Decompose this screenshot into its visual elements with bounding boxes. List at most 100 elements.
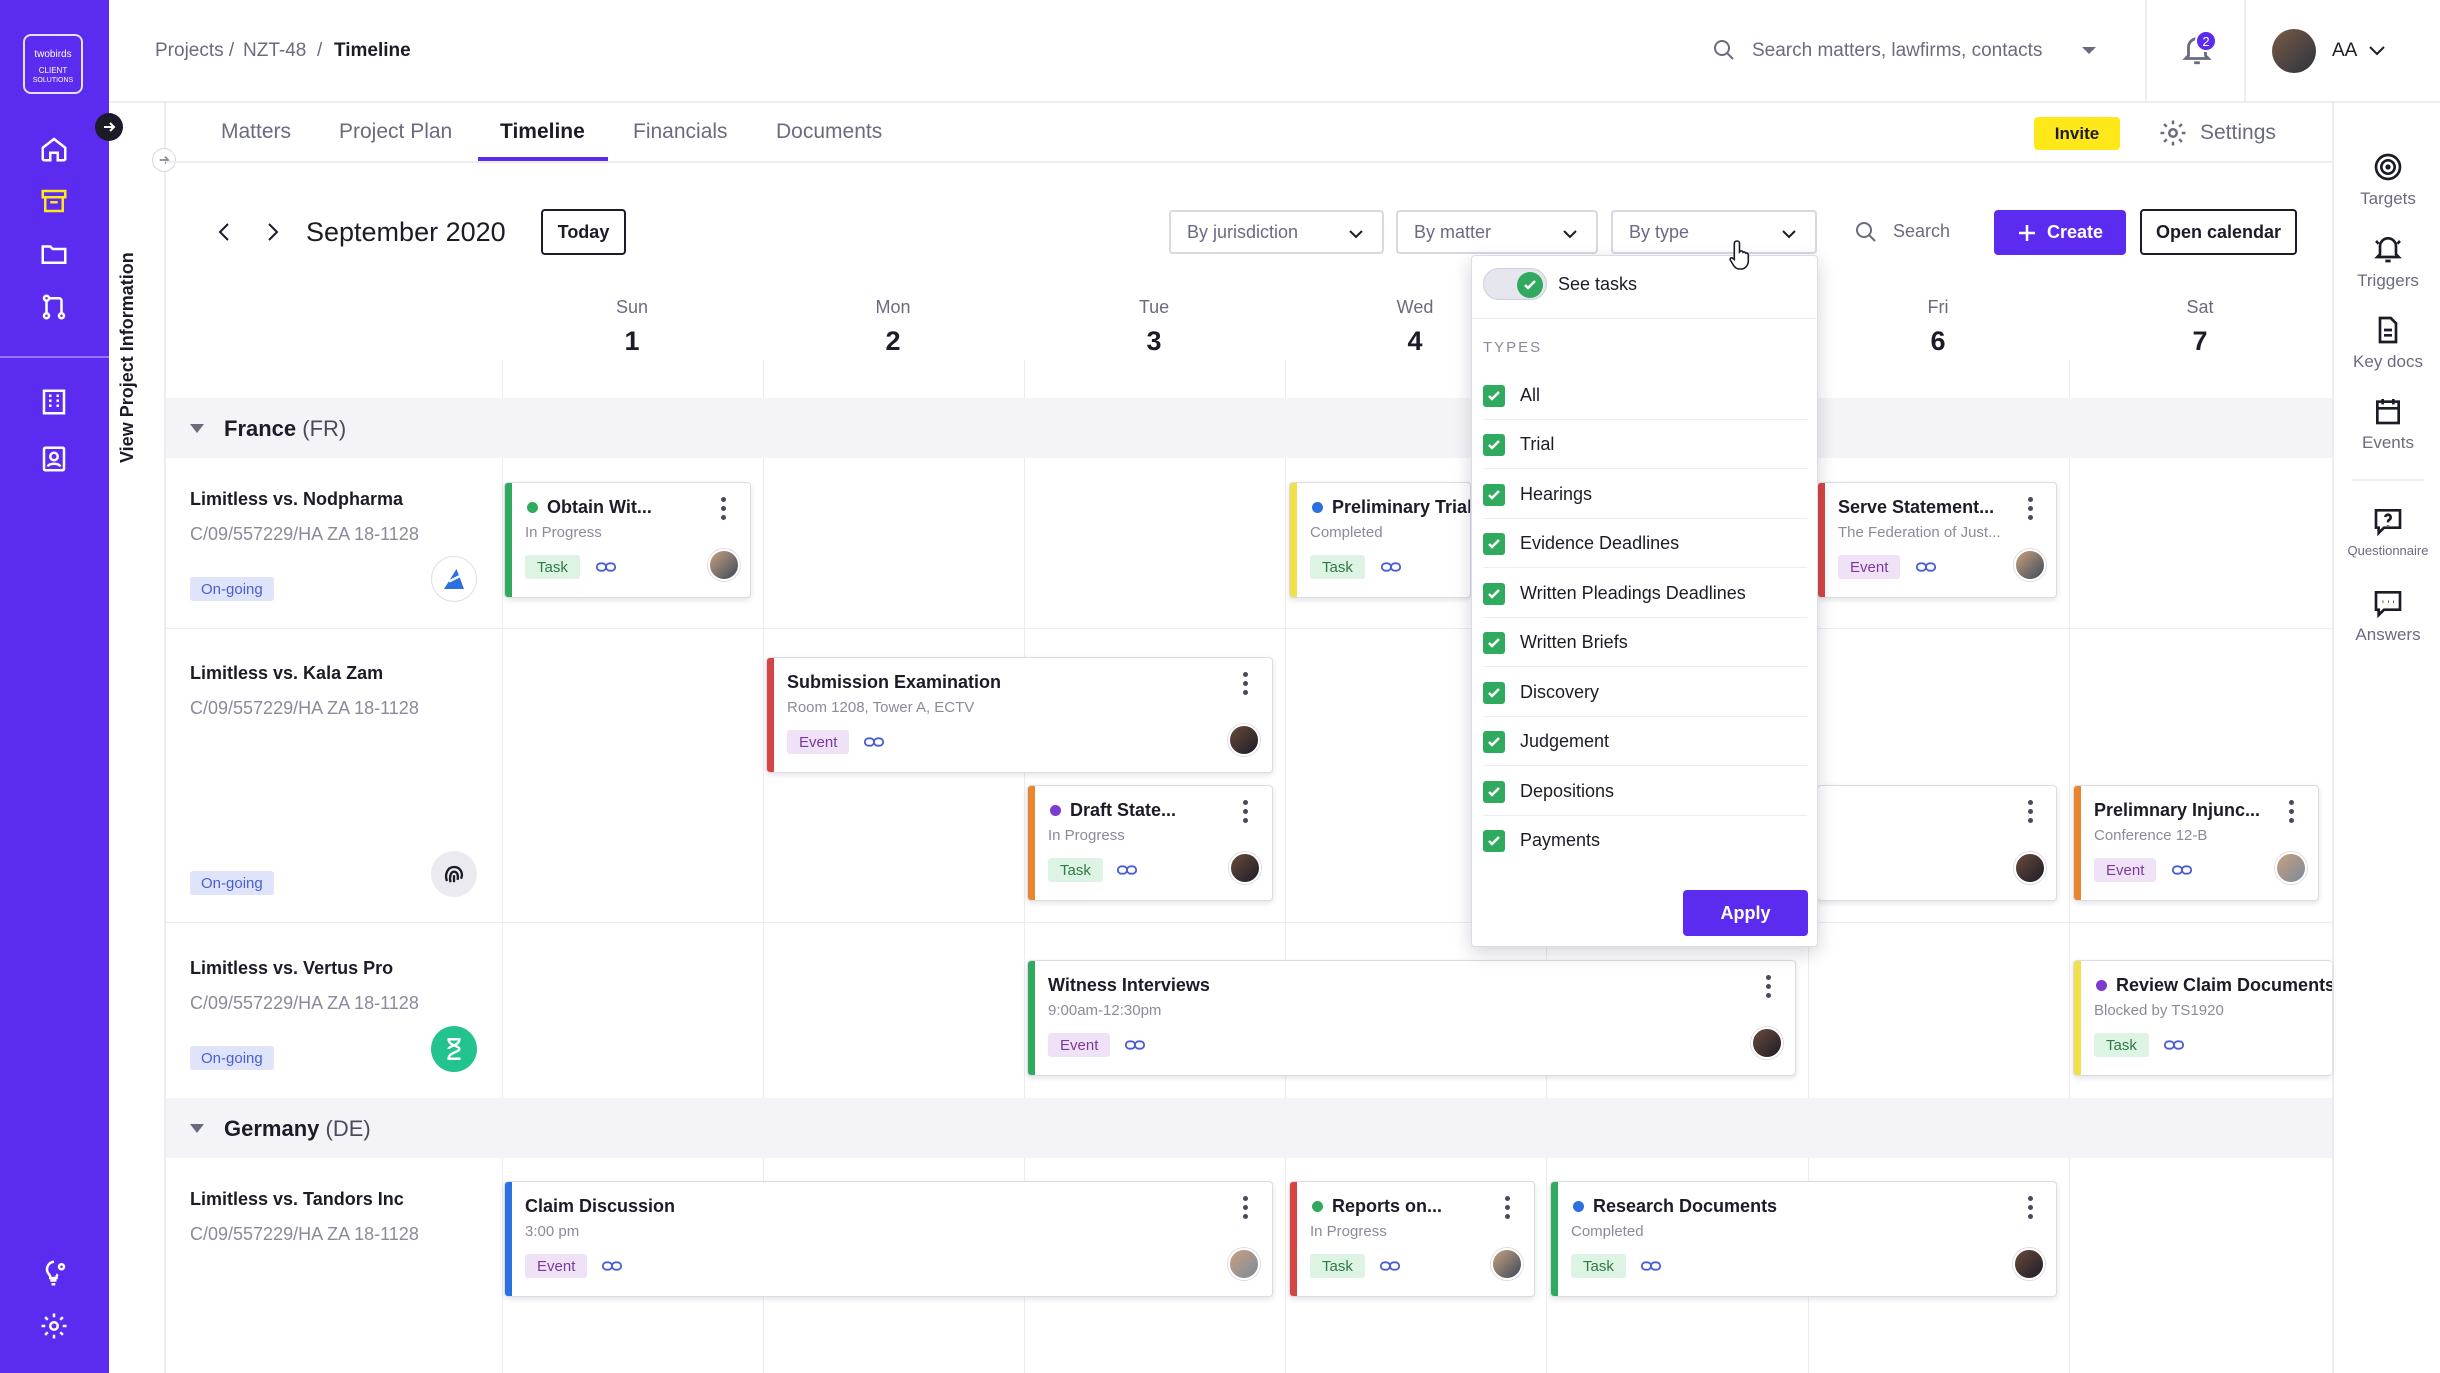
see-tasks-toggle[interactable] <box>1483 268 1547 300</box>
tab-documents[interactable]: Documents <box>776 120 883 143</box>
event-card[interactable]: Serve Statement... The Federation of Jus… <box>1817 482 2057 598</box>
more-icon[interactable] <box>2027 800 2033 826</box>
more-icon[interactable] <box>1242 672 1248 698</box>
task-card[interactable]: Research Documents Completed Task <box>1550 1181 2057 1297</box>
more-icon[interactable] <box>1765 975 1771 1001</box>
apply-button[interactable]: Apply <box>1683 890 1808 936</box>
type-option[interactable]: All <box>1483 371 1807 420</box>
group-row-germany[interactable]: Germany (DE) <box>166 1098 2332 1158</box>
tab-project-plan[interactable]: Project Plan <box>339 120 453 143</box>
checkbox-checked-icon[interactable] <box>1483 731 1505 753</box>
global-search-input[interactable]: Search matters, lawfirms, contacts <box>1752 40 2043 61</box>
rail-answers[interactable]: Answers <box>2334 587 2440 645</box>
open-calendar-button[interactable]: Open calendar <box>2140 209 2297 255</box>
next-month-icon[interactable] <box>262 220 282 249</box>
group-row-france[interactable]: France (FR) <box>166 398 2332 458</box>
tab-matters[interactable]: Matters <box>221 120 292 143</box>
rail-events[interactable]: Events <box>2334 395 2440 453</box>
collapse-triangle-icon[interactable] <box>190 1124 204 1133</box>
gear-icon[interactable] <box>36 1308 72 1344</box>
matter-item[interactable]: Limitless vs. Tandors Inc C/09/557229/HA… <box>190 1189 419 1245</box>
event-card[interactable]: Claim Discussion 3:00 pm Event <box>504 1181 1273 1297</box>
more-icon[interactable] <box>1504 1196 1510 1222</box>
invite-button[interactable]: Invite <box>2034 117 2120 150</box>
settings-button[interactable]: Settings <box>2158 118 2276 148</box>
task-card[interactable] <box>1817 785 2057 901</box>
folder-icon[interactable] <box>36 236 72 272</box>
archive-icon[interactable] <box>36 183 72 219</box>
avatar[interactable] <box>2013 1248 2045 1280</box>
day-number[interactable]: 6 <box>1930 326 1946 356</box>
create-button[interactable]: Create <box>1994 210 2126 255</box>
link-icon[interactable] <box>1124 1035 1146 1055</box>
chevron-down-icon[interactable] <box>2368 44 2386 62</box>
calendar-search-input[interactable]: Search <box>1893 221 1951 241</box>
more-icon[interactable] <box>1242 800 1248 826</box>
filter-matter[interactable]: By matter <box>1396 210 1598 254</box>
link-icon[interactable] <box>595 557 617 577</box>
link-icon[interactable] <box>601 1256 623 1276</box>
event-card[interactable]: Witness Interviews 9:00am-12:30pm Event <box>1027 960 1796 1076</box>
day-number[interactable]: 4 <box>1407 326 1423 356</box>
rail-questionnaire[interactable]: Questionnaire <box>2334 505 2440 558</box>
link-icon[interactable] <box>1640 1256 1662 1276</box>
today-button[interactable]: Today <box>541 209 626 255</box>
checkbox-checked-icon[interactable] <box>1483 385 1505 407</box>
expand-arrow-icon[interactable] <box>152 148 176 172</box>
user-initials[interactable]: AA <box>2332 40 2358 61</box>
type-option[interactable]: Judgement <box>1483 717 1807 766</box>
more-icon[interactable] <box>2027 1196 2033 1222</box>
avatar[interactable] <box>1229 852 1261 884</box>
workflow-icon[interactable] <box>36 289 72 325</box>
prev-month-icon[interactable] <box>215 220 235 249</box>
task-card[interactable]: Reports on... In Progress Task <box>1289 1181 1535 1297</box>
matter-item[interactable]: Limitless vs. Kala Zam C/09/557229/HA ZA… <box>190 663 419 719</box>
checkbox-checked-icon[interactable] <box>1483 583 1505 605</box>
filter-jurisdiction[interactable]: By jurisdiction <box>1169 210 1384 254</box>
rail-triggers[interactable]: Triggers <box>2334 233 2440 291</box>
rail-targets[interactable]: Targets <box>2334 151 2440 209</box>
day-number[interactable]: 2 <box>885 326 901 356</box>
type-option[interactable]: Hearings <box>1483 470 1807 519</box>
more-icon[interactable] <box>1242 1196 1248 1222</box>
more-icon[interactable] <box>720 497 726 523</box>
rail-key-docs[interactable]: Key docs <box>2334 314 2440 372</box>
home-icon[interactable] <box>36 131 72 167</box>
avatar[interactable] <box>1228 724 1260 756</box>
link-icon[interactable] <box>863 732 885 752</box>
building-icon[interactable] <box>36 384 72 420</box>
checkbox-checked-icon[interactable] <box>1483 484 1505 506</box>
checkbox-checked-icon[interactable] <box>1483 781 1505 803</box>
checkbox-checked-icon[interactable] <box>1483 682 1505 704</box>
collapse-arrow-icon[interactable] <box>95 113 123 141</box>
avatar[interactable] <box>2275 852 2307 884</box>
checkbox-checked-icon[interactable] <box>1483 830 1505 852</box>
tab-timeline[interactable]: Timeline <box>500 120 585 143</box>
link-icon[interactable] <box>2163 1035 2185 1055</box>
more-icon[interactable] <box>2027 497 2033 523</box>
avatar[interactable] <box>2014 852 2046 884</box>
link-icon[interactable] <box>1915 557 1937 577</box>
type-option[interactable]: Trial <box>1483 420 1807 469</box>
type-option[interactable]: Depositions <box>1483 767 1807 816</box>
link-icon[interactable] <box>1116 860 1138 880</box>
app-logo[interactable]: twobirds CLIENT SOLUTIONS <box>23 34 83 94</box>
task-card[interactable]: Review Claim Documents Blocked by TS1920… <box>2073 960 2332 1076</box>
day-number[interactable]: 3 <box>1146 326 1162 356</box>
view-project-information[interactable]: View Project Information <box>117 252 137 463</box>
matter-item[interactable]: Limitless vs. Nodpharma C/09/557229/HA Z… <box>190 489 419 545</box>
type-option[interactable]: Discovery <box>1483 668 1807 717</box>
task-card[interactable]: Draft State... In Progress Task <box>1027 785 1273 901</box>
type-option[interactable]: Evidence Deadlines <box>1483 519 1807 568</box>
link-icon[interactable] <box>1379 1256 1401 1276</box>
more-icon[interactable] <box>2288 800 2294 826</box>
contacts-icon[interactable] <box>36 441 72 477</box>
filter-type[interactable]: By type <box>1611 210 1817 254</box>
avatar[interactable] <box>1228 1248 1260 1280</box>
matter-item[interactable]: Limitless vs. Vertus Pro C/09/557229/HA … <box>190 958 419 1014</box>
task-card[interactable]: Obtain Wit... In Progress Task <box>504 482 751 598</box>
link-icon[interactable] <box>2171 860 2193 880</box>
event-card[interactable]: Prelimnary Injunc... Conference 12-B Eve… <box>2073 785 2319 901</box>
checkbox-checked-icon[interactable] <box>1483 434 1505 456</box>
avatar[interactable] <box>2014 549 2046 581</box>
